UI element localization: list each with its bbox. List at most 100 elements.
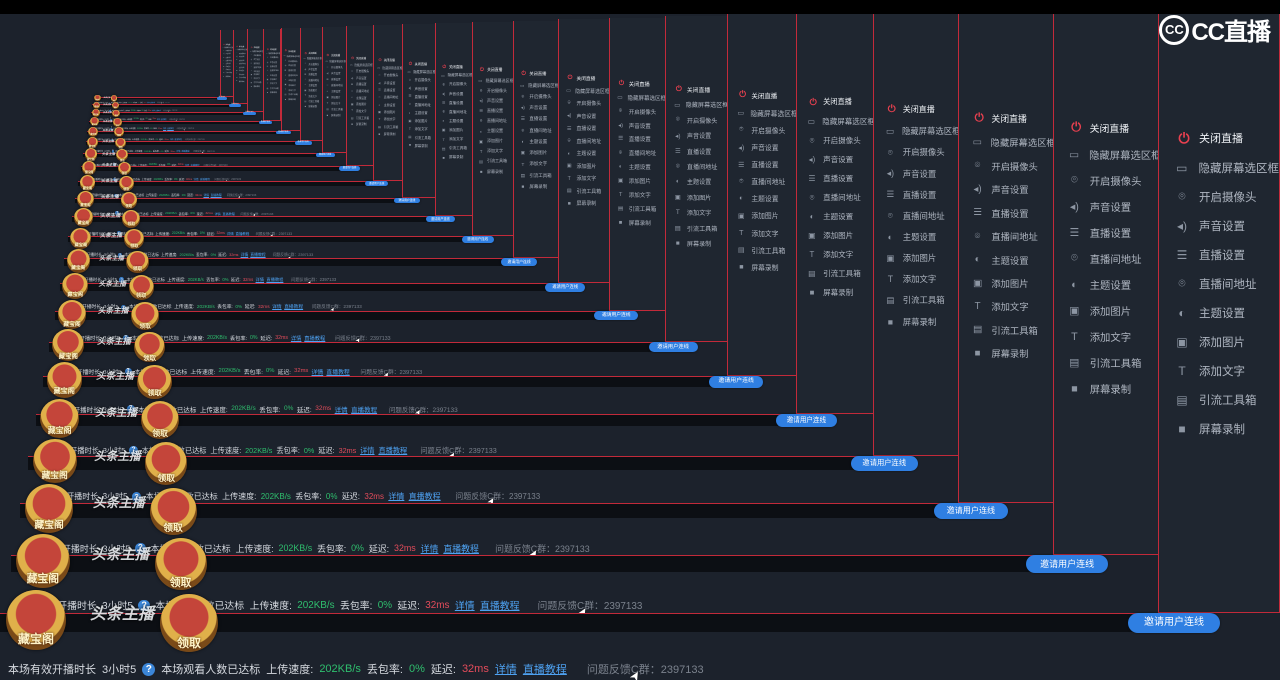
close-live-button[interactable]: ⏻ 关闭直播 <box>323 27 346 57</box>
menu-item[interactable]: ▤ 引流工具箱 <box>797 264 875 283</box>
menu-item[interactable]: ⌾ 直播间地址 <box>610 146 666 160</box>
help-icon[interactable]: ? <box>109 118 112 121</box>
menu-item[interactable]: ☰ 直播设置 <box>323 76 346 82</box>
details-link[interactable]: 详情 <box>290 335 302 342</box>
menu-item[interactable]: ⌾ 开启摄像头 <box>436 80 472 89</box>
menu-item[interactable]: ⌾ 直播间地址 <box>728 173 798 190</box>
menu-item[interactable]: ▣ 添加图片 <box>264 78 280 82</box>
claim-badge[interactable]: 领取 <box>117 162 131 176</box>
invite-connect-button[interactable]: 邀请用户连线 <box>933 502 1009 520</box>
help-icon[interactable]: ? <box>108 102 111 105</box>
menu-item[interactable]: ▭ 隐藏屏幕选区框 <box>959 130 1056 153</box>
treasure-badge[interactable]: 藏宝阁 <box>46 362 82 398</box>
treasure-badge[interactable]: 藏宝阁 <box>91 109 100 118</box>
menu-item[interactable]: ▭ 隐藏屏幕选区框 <box>403 68 436 76</box>
menu-item[interactable]: ▭ 隐藏屏幕选区框 <box>610 91 666 105</box>
menu-item[interactable]: T 添加文字 <box>797 245 875 264</box>
close-live-button[interactable]: ⏻ 关闭直播 <box>1054 3 1162 135</box>
menu-item[interactable]: ◂) 声音设置 <box>1159 211 1279 240</box>
menu-item[interactable]: ▣ 添加图片 <box>1159 327 1279 356</box>
menu-item[interactable]: ⌾ 开启摄像头 <box>403 76 435 84</box>
help-icon[interactable]: ? <box>117 253 123 258</box>
menu-item[interactable]: ▣ 添加图片 <box>874 248 961 269</box>
menu-item[interactable]: ◐ 主题设置 <box>874 226 961 247</box>
close-live-button[interactable]: ⏻ 关闭直播 <box>514 21 559 77</box>
menu-item[interactable]: ☰ 直播设置 <box>728 156 798 173</box>
menu-item[interactable]: ◂) 声音设置 <box>1054 193 1162 219</box>
menu-item[interactable]: ⌾ 直播间地址 <box>666 159 729 174</box>
menu-item[interactable]: ◐ 主题设置 <box>264 74 280 78</box>
invite-connect-button[interactable]: 邀请用户连线 <box>229 104 241 107</box>
help-icon[interactable]: ? <box>119 277 125 283</box>
invite-connect-button[interactable]: 邀请用户连线 <box>216 97 227 100</box>
menu-item[interactable]: ◐ 主题设置 <box>301 83 322 88</box>
menu-item[interactable]: T 添加文字 <box>559 172 610 184</box>
invite-connect-button[interactable]: 邀请用户连线 <box>1025 555 1109 574</box>
menu-item[interactable]: T 添加文字 <box>374 116 403 123</box>
menu-item[interactable]: ▭ 隐藏屏幕选区框 <box>473 75 513 85</box>
menu-item[interactable]: ⌾ 直播间地址 <box>221 60 232 63</box>
menu-item[interactable]: ☰ 直播设置 <box>436 99 472 108</box>
close-live-button[interactable]: ⏻ 关闭直播 <box>473 22 514 74</box>
menu-item[interactable]: ■ 屏幕录制 <box>347 121 373 128</box>
help-icon[interactable]: ? <box>115 210 120 216</box>
menu-item[interactable]: ▭ 隐藏屏幕选区框 <box>234 48 246 52</box>
menu-item[interactable]: ☰ 直播设置 <box>301 72 322 77</box>
menu-item[interactable]: ▣ 添加图片 <box>282 83 300 88</box>
menu-item[interactable]: ■ 屏幕录制 <box>436 153 472 162</box>
tutorial-link[interactable]: 直播教程 <box>284 305 304 311</box>
menu-item[interactable]: ◐ 主题设置 <box>221 63 232 66</box>
menu-item[interactable]: T 添加文字 <box>514 159 559 170</box>
menu-item[interactable]: ▣ 添加图片 <box>473 136 514 146</box>
menu-item[interactable]: ◂) 声音设置 <box>347 74 373 81</box>
menu-item[interactable]: ⌾ 直播间地址 <box>559 135 610 147</box>
invite-connect-button[interactable]: 邀请用户连线 <box>393 197 420 204</box>
menu-item[interactable]: ☰ 直播设置 <box>347 81 373 88</box>
menu-item[interactable]: ◂) 声音设置 <box>234 55 247 59</box>
close-live-button[interactable]: ⏻ 关闭直播 <box>728 14 798 100</box>
menu-item[interactable]: T 添加文字 <box>282 88 300 93</box>
menu-item[interactable]: ◂) 声音设置 <box>797 150 875 169</box>
help-icon[interactable]: ? <box>138 599 150 612</box>
claim-badge[interactable]: 领取 <box>154 537 207 591</box>
tutorial-link[interactable]: 直播教程 <box>161 119 167 121</box>
menu-item[interactable]: ▤ 引流工具箱 <box>374 123 403 130</box>
invite-connect-button[interactable]: 邀请用户连线 <box>294 141 312 145</box>
claim-badge[interactable]: 领取 <box>149 487 197 535</box>
close-live-button[interactable]: ⏻ 关闭直播 <box>559 19 610 81</box>
treasure-badge[interactable]: 藏宝阁 <box>52 329 85 362</box>
invite-connect-button[interactable]: 邀请用户连线 <box>258 120 273 124</box>
treasure-badge[interactable]: 藏宝阁 <box>82 161 97 175</box>
menu-item[interactable]: ▭ 隐藏屏幕选区框 <box>559 85 610 97</box>
menu-item[interactable]: ■ 屏幕录制 <box>1159 414 1279 443</box>
menu-item[interactable]: ⌾ 开启摄像头 <box>221 50 232 53</box>
menu-item[interactable]: ⌾ 直播间地址 <box>301 77 322 82</box>
menu-item[interactable]: T 添加文字 <box>221 69 232 72</box>
details-link[interactable]: 详情 <box>334 406 348 414</box>
menu-item[interactable]: ■ 屏幕录制 <box>559 197 610 209</box>
invite-connect-button[interactable]: 邀请用户连线 <box>594 310 639 321</box>
menu-item[interactable]: ◐ 主题设置 <box>282 78 300 83</box>
claim-badge[interactable]: 领取 <box>115 137 126 149</box>
menu-item[interactable]: ⌾ 直播间地址 <box>374 94 403 101</box>
claim-badge[interactable]: 领取 <box>128 275 154 300</box>
close-live-button[interactable]: ⏻ 关闭直播 <box>436 23 472 69</box>
menu-item[interactable]: ⌾ 开启摄像头 <box>234 52 247 56</box>
claim-badge[interactable]: 领取 <box>122 209 141 228</box>
menu-item[interactable]: ☰ 直播设置 <box>1159 240 1279 269</box>
menu-item[interactable]: ▤ 引流工具箱 <box>323 106 346 112</box>
details-link[interactable]: 详情 <box>203 193 210 198</box>
menu-item[interactable]: ⌾ 直播间地址 <box>797 188 875 207</box>
menu-item[interactable]: ■ 屏幕录制 <box>473 166 514 176</box>
menu-item[interactable]: ◂) 声音设置 <box>403 84 435 92</box>
menu-item[interactable]: ▤ 引流工具箱 <box>264 87 280 91</box>
menu-item[interactable]: ▭ 隐藏屏幕选区框 <box>301 56 321 61</box>
tutorial-link[interactable]: 直播教程 <box>222 211 235 216</box>
menu-item[interactable]: ◂) 声音设置 <box>559 110 610 122</box>
menu-item[interactable]: ◂) 声音设置 <box>221 53 232 56</box>
menu-item[interactable]: ☰ 直播设置 <box>514 114 559 125</box>
details-link[interactable]: 详情 <box>152 110 155 112</box>
menu-item[interactable]: ▭ 隐藏屏幕选区框 <box>374 64 402 71</box>
help-icon[interactable]: ? <box>113 177 117 181</box>
invite-connect-button[interactable]: 邀请用户连线 <box>315 153 335 158</box>
